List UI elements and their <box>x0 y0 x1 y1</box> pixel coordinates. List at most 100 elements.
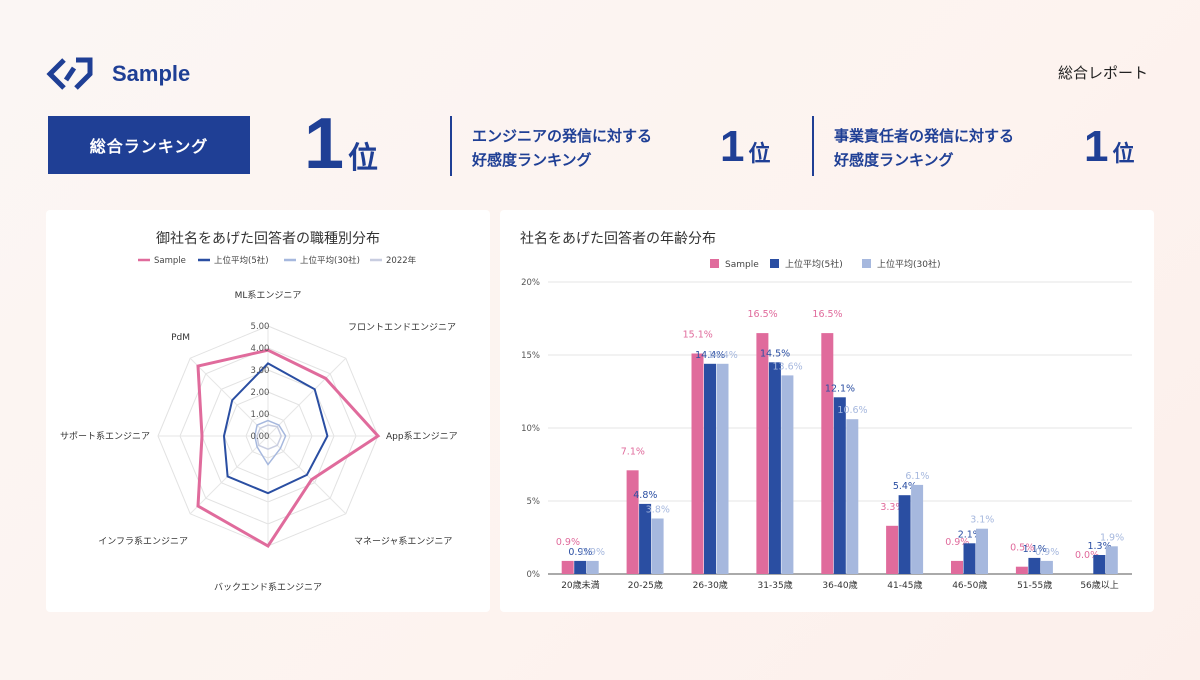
bar-0 <box>561 560 574 574</box>
bar-data-label: 0.9% <box>581 547 605 558</box>
radar-spoke <box>189 357 269 437</box>
radar-tick-label: 5.00 <box>251 322 270 332</box>
legend-swatch <box>770 259 779 268</box>
radar-axis-label: サポート系エンジニア <box>60 431 150 442</box>
bar-data-label: 0.0% <box>1075 550 1099 561</box>
legend-label: 上位平均(30社) <box>877 258 940 270</box>
bar-1 <box>768 362 781 574</box>
executive-rank-number: 1 <box>1084 122 1109 171</box>
bar-2 <box>586 560 599 574</box>
bar-2 <box>651 518 664 574</box>
legend-label: Sample <box>725 260 759 270</box>
bar-data-label: 2.1% <box>958 529 982 540</box>
bar-0 <box>756 333 769 574</box>
bar-data-label: 0.9% <box>568 547 592 558</box>
x-tick-label: 31-35歳 <box>758 579 793 591</box>
x-tick-label: 56歳以上 <box>1080 579 1118 591</box>
bar-0 <box>626 470 639 574</box>
bar-data-label: 7.1% <box>621 446 645 457</box>
radar-tick-label: 0.00 <box>251 432 270 442</box>
legend-label: Sample <box>154 256 186 266</box>
bar-data-label: 1.9% <box>1100 532 1124 543</box>
bar-data-label: 15.1% <box>683 330 713 341</box>
bar-2 <box>1105 546 1118 574</box>
radar-axis-label: インフラ系エンジニア <box>98 536 188 547</box>
engineer-rank-number: 1 <box>720 122 745 171</box>
executive-rank: 1 位 <box>1084 124 1135 170</box>
radar-tick-label: 4.00 <box>251 344 270 354</box>
bar-data-label: 3.8% <box>646 505 670 516</box>
bar-0 <box>821 333 834 574</box>
x-tick-label: 26-30歳 <box>693 579 728 591</box>
bar-data-label: 0.5% <box>1010 543 1034 554</box>
job-type-radar-chart: Sample 上位平均(5社) 上位平均(30社) 2022年 0.00 1.00 2.00… <box>60 255 458 593</box>
bar-1 <box>574 560 587 574</box>
page-header: Sample 総合レポート <box>0 0 1200 100</box>
legend-label: 2022年 <box>386 255 417 266</box>
bar-data-label: 6.1% <box>905 471 929 482</box>
bar-data-label: 12.1% <box>825 383 855 394</box>
x-tick-label: 46-50歳 <box>952 579 987 591</box>
bar-data-label: 14.4% <box>695 350 725 361</box>
radar-series-0 <box>196 348 381 549</box>
bar-data-label: 1.1% <box>1023 544 1047 555</box>
bar-0 <box>951 560 963 574</box>
radar-axis-label: バックエンド系エンジニア <box>214 582 322 593</box>
bar-1 <box>704 363 716 574</box>
radar-axis-label: マネージャ系エンジニア <box>354 536 452 547</box>
engineer-ranking-label: エンジニアの発信に対する 好感度ランキング <box>472 124 652 172</box>
bar-data-label: 4.8% <box>633 490 657 501</box>
bar-1 <box>833 397 846 574</box>
overall-rank-number: 1 <box>304 104 345 184</box>
bar-2 <box>846 419 859 574</box>
bar-2 <box>781 375 794 574</box>
radar-axis-label: PdM <box>171 333 190 343</box>
radar-axis-label: ML系エンジニア <box>235 290 302 301</box>
x-tick-label: 20-25歳 <box>628 579 663 591</box>
radar-chart-title: 御社名をあげた回答者の職種別分布 <box>156 231 380 247</box>
bar-data-label: 0.9% <box>556 537 580 548</box>
radar-axis-label: フロントエンドエンジニア <box>348 323 456 333</box>
engineer-rank: 1 位 <box>720 124 771 170</box>
bar-0 <box>1015 566 1028 574</box>
bar-data-label: 0.9% <box>945 537 969 548</box>
radar-axis-label: App系エンジニア <box>386 431 458 442</box>
bar-0 <box>886 525 899 574</box>
overall-ranking-badge: 総合ランキング <box>48 116 250 174</box>
y-tick-label: 20% <box>521 278 540 288</box>
y-tick-label: 10% <box>521 424 540 434</box>
bar-2 <box>911 484 924 574</box>
executive-ranking-line2: 好感度ランキング <box>834 151 954 169</box>
radar-series-1 <box>222 362 329 495</box>
bar-1 <box>1093 555 1106 574</box>
engineer-ranking-line2: 好感度ランキング <box>472 151 592 169</box>
bar-data-label: 3.1% <box>970 515 994 526</box>
engineer-rank-unit: 位 <box>748 142 771 167</box>
y-tick-label: 15% <box>521 351 540 361</box>
bar-data-label: 14.4% <box>708 350 738 361</box>
radar-series-3 <box>256 424 283 451</box>
executive-rank-unit: 位 <box>1112 142 1135 167</box>
y-tick-label: 5% <box>527 497 541 507</box>
bar-1 <box>639 503 652 574</box>
logo-mark-icon <box>46 57 93 90</box>
bar-data-label: 0.9% <box>1035 547 1059 558</box>
bar-data-label: 16.5% <box>748 309 778 320</box>
age-distribution-bar-chart: Sample 上位平均(5社) 上位平均(30社) 0% 5% 10% 15% 20% 0.9%… <box>521 258 1132 591</box>
bar-1 <box>963 543 976 574</box>
age-distribution-card: 社名をあげた回答者の年齢分布 Sample 上位平均(5社) 上位平均(30社) 0%… <box>500 210 1154 612</box>
radar-tick-label: 2.00 <box>251 388 270 398</box>
job-type-radar-card: 御社名をあげた回答者の職種別分布 Sample 上位平均(5社) 上位平均(30社)… <box>46 210 490 612</box>
legend-label: 上位平均(5社) <box>214 255 269 266</box>
bar-1 <box>1028 557 1041 574</box>
executive-ranking-label: 事業責任者の発信に対する 好感度ランキング <box>834 124 1014 172</box>
bar-data-label: 10.6% <box>837 405 867 416</box>
brand-logo[interactable]: Sample <box>46 56 190 92</box>
legend-label: 上位平均(5社) <box>785 258 843 270</box>
report-label: 総合レポート <box>1057 64 1148 82</box>
radar-spoke <box>267 357 347 437</box>
bar-1 <box>898 495 911 574</box>
bar-data-label: 1.3% <box>1087 541 1111 552</box>
radar-tick-label: 1.00 <box>251 410 270 420</box>
divider <box>450 116 452 176</box>
